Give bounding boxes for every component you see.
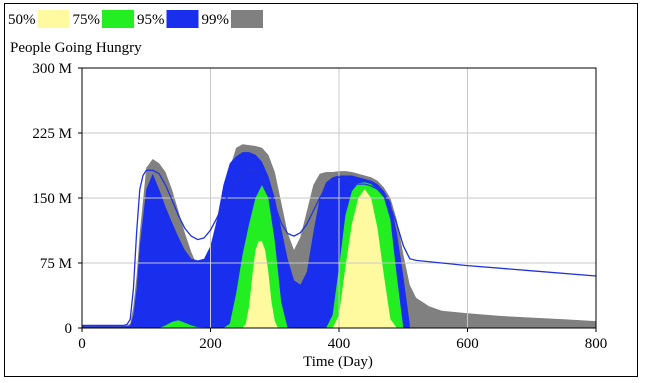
- axes: 0 200 400 600 800 0 75 M 150 M 225 M 300 M: [32, 61, 607, 352]
- plot-area: [82, 67, 597, 328]
- series-line-0: [82, 169, 597, 327]
- band-50pct: [242, 189, 397, 328]
- legend-label-3: 99%: [202, 12, 230, 28]
- legend-label-2: 95%: [137, 12, 165, 28]
- chart-title: People Going Hungry: [10, 40, 142, 56]
- legend-label-0: 50%: [8, 12, 36, 28]
- x-tick-label-3: 600: [456, 336, 479, 352]
- y-tick-label-0: 0: [65, 321, 73, 337]
- legend-swatch-3: [231, 10, 263, 28]
- y-tick-label-3: 225 M: [32, 126, 72, 142]
- x-axis-label: Time (Day): [303, 354, 373, 370]
- legend-swatch-0: [37, 10, 70, 28]
- x-tick-label-0: 0: [78, 336, 86, 352]
- legend-label-1: 75%: [73, 12, 101, 28]
- y-tick-label-1: 75 M: [40, 256, 72, 272]
- y-tick-label-4: 300 M: [32, 61, 72, 77]
- legend-swatch-2: [166, 10, 199, 28]
- x-tick-label-2: 400: [328, 336, 351, 352]
- legend-swatch-1: [102, 10, 134, 28]
- legend: 50% 75% 95% 99%: [8, 10, 263, 28]
- x-tick-label-4: 800: [585, 336, 608, 352]
- x-tick-label-1: 200: [199, 336, 222, 352]
- y-tick-label-2: 150 M: [32, 191, 72, 207]
